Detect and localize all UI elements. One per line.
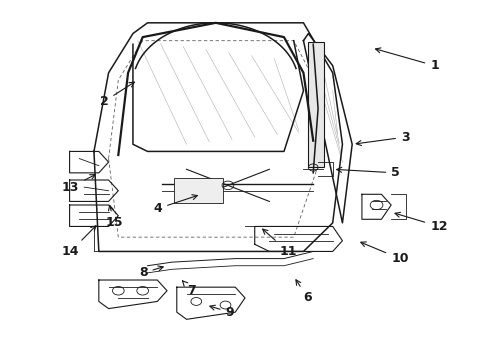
Text: 13: 13 bbox=[62, 175, 95, 194]
Text: 7: 7 bbox=[182, 281, 196, 297]
Text: 8: 8 bbox=[139, 266, 163, 279]
Text: 4: 4 bbox=[153, 195, 197, 215]
FancyBboxPatch shape bbox=[174, 178, 223, 203]
Text: 10: 10 bbox=[361, 242, 409, 265]
Text: 12: 12 bbox=[395, 212, 448, 233]
Text: 1: 1 bbox=[375, 48, 439, 72]
Text: 5: 5 bbox=[337, 166, 400, 179]
Text: 6: 6 bbox=[296, 280, 312, 305]
FancyBboxPatch shape bbox=[308, 42, 324, 167]
Text: 14: 14 bbox=[62, 226, 96, 258]
Text: 11: 11 bbox=[263, 229, 296, 258]
Text: 15: 15 bbox=[106, 205, 123, 229]
Text: 9: 9 bbox=[210, 305, 234, 319]
Text: 3: 3 bbox=[356, 131, 410, 145]
Text: 2: 2 bbox=[100, 82, 134, 108]
